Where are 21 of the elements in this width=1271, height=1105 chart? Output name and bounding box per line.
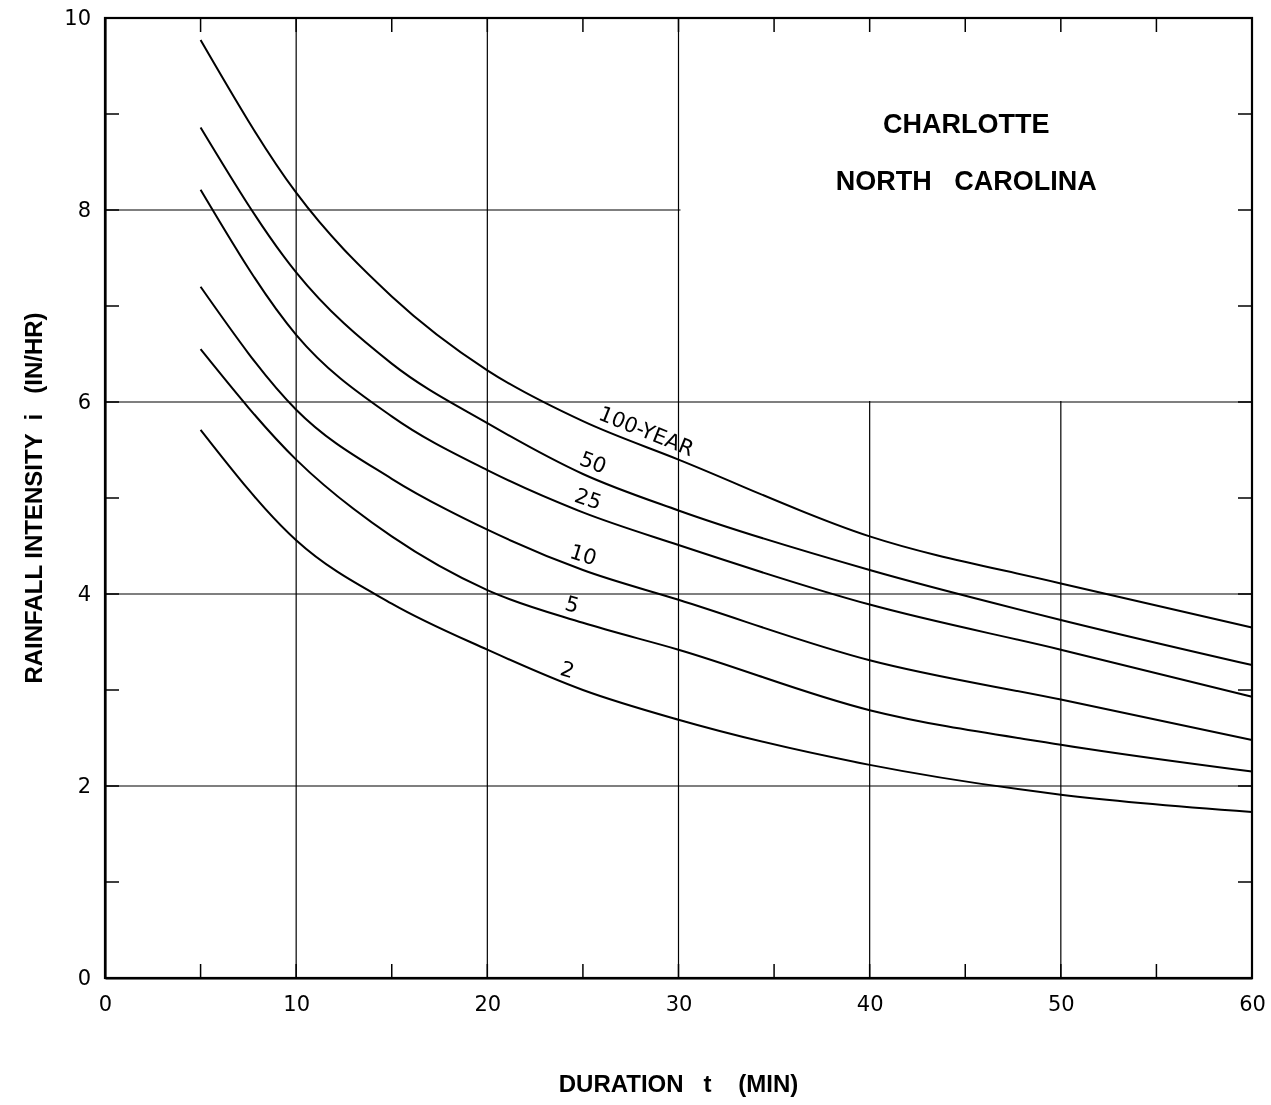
x-tick-label: 0 xyxy=(98,991,113,1016)
y-tick-label: 6 xyxy=(77,390,91,415)
y-tick-label: 4 xyxy=(77,582,91,607)
y-tick-label: 8 xyxy=(77,198,91,223)
y-tick-label: 0 xyxy=(77,966,91,991)
x-tick-label: 50 xyxy=(1047,991,1075,1016)
y-axis-title: RAINFALL INTENSITY i (IN/HR) xyxy=(20,312,47,684)
y-tick-label: 10 xyxy=(64,6,91,31)
x-tick-label: 40 xyxy=(856,991,884,1016)
x-tick-label: 60 xyxy=(1239,991,1266,1016)
text: 10 xyxy=(567,539,600,571)
x-tick-label: 10 xyxy=(283,991,311,1016)
y-tick-label: 2 xyxy=(77,774,91,799)
x-tick-label: 20 xyxy=(474,991,502,1016)
text: CHARLOTTE xyxy=(883,109,1050,139)
text: NORTH CAROLINA xyxy=(835,166,1097,196)
text: 2 xyxy=(557,656,578,684)
text: 5 xyxy=(562,591,582,618)
x-tick-label: 30 xyxy=(665,991,693,1016)
x-axis-title: DURATION t (MIN) xyxy=(558,1070,799,1097)
text: 25 xyxy=(571,483,605,515)
